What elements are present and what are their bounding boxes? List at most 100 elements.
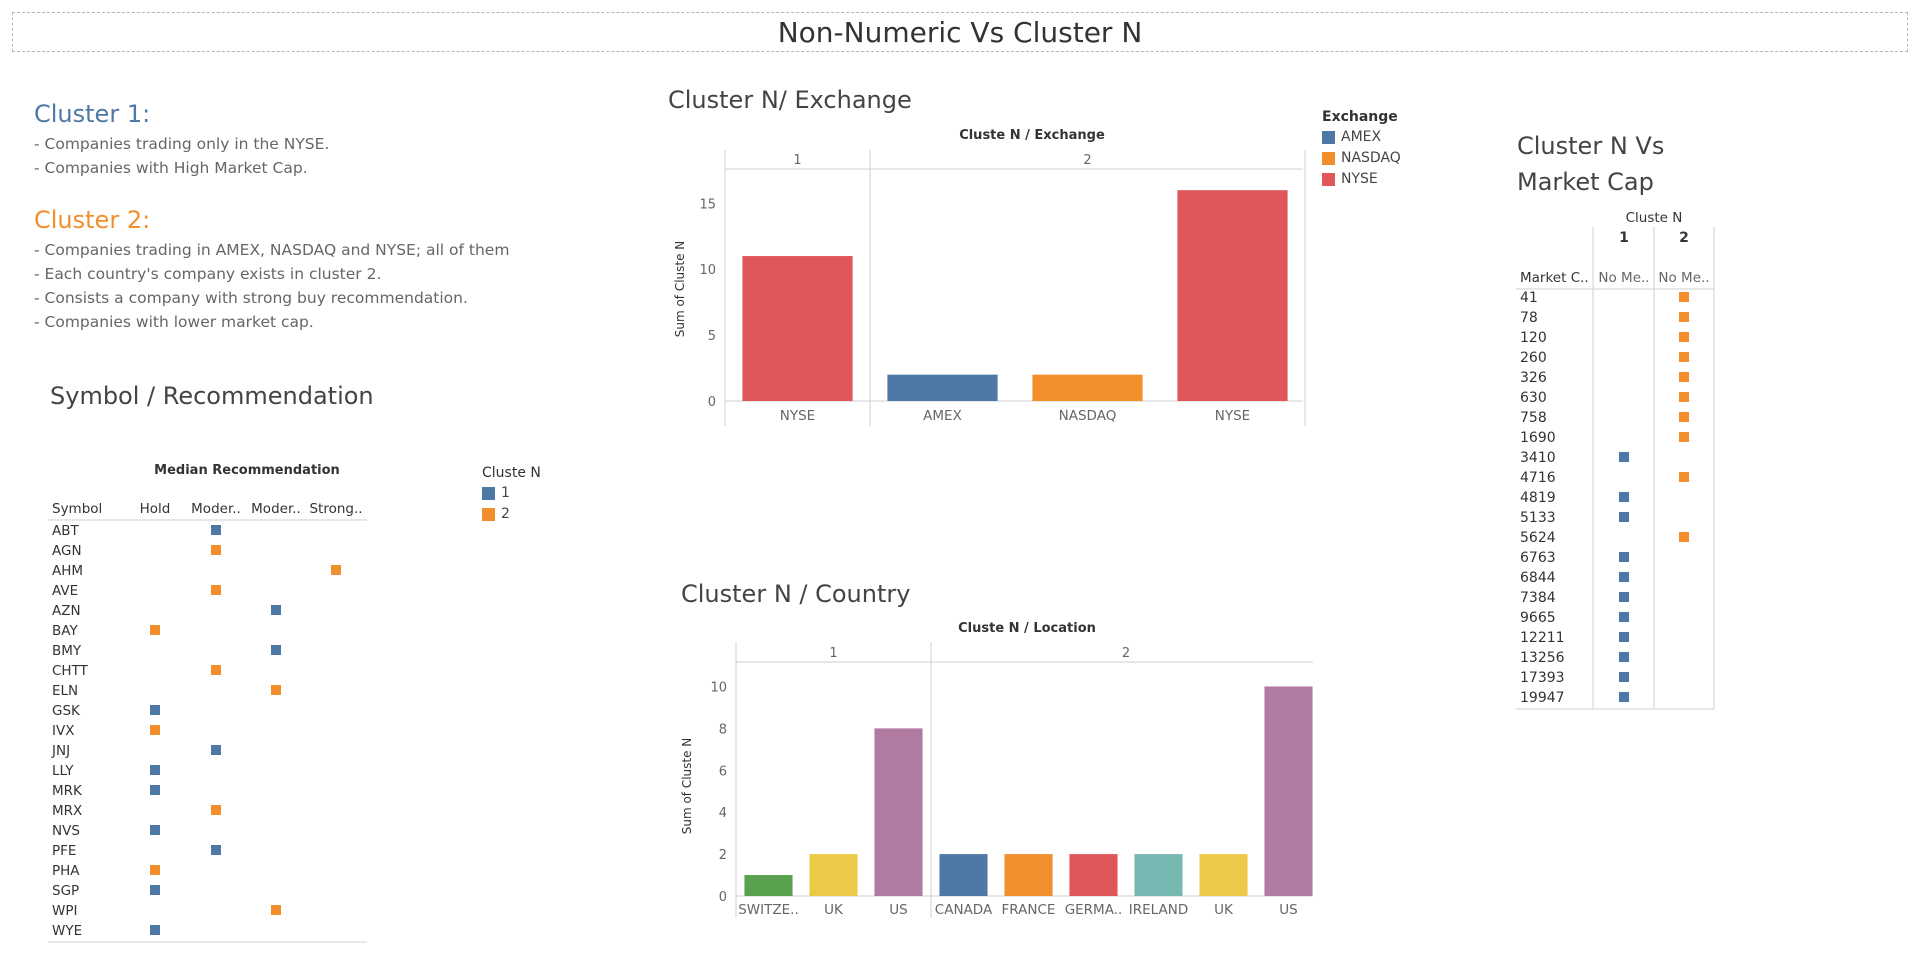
chart-title: Cluste N / Exchange: [959, 128, 1105, 143]
bar-us: [874, 728, 923, 896]
market-cap-label: 4819: [1520, 490, 1556, 506]
market-cap-label: 630: [1520, 390, 1547, 406]
y-axis-label: Sum of Cluste N: [680, 738, 694, 835]
recommendation-table[interactable]: Median Recommendation Symbol Hold Moder.. Mo…: [40, 455, 380, 945]
x-category-label: US: [889, 902, 907, 918]
column-header: Strong..: [309, 501, 362, 517]
cluster-mark: [150, 825, 160, 835]
bar-uk: [1199, 854, 1248, 896]
cluster-mark: [271, 645, 281, 655]
cluster-mark: [1679, 532, 1689, 542]
cluster2-note: - Companies with lower market cap.: [34, 313, 314, 331]
symbol-label: MRX: [52, 803, 82, 819]
x-category-label: NYSE: [780, 408, 815, 424]
market-cap-label: 17393: [1520, 670, 1565, 686]
y-tick-label: 0: [719, 890, 727, 905]
symbol-label: AHM: [52, 563, 83, 579]
market-cap-label: 6763: [1520, 550, 1556, 566]
market-cap-label: 120: [1520, 330, 1547, 346]
y-tick-label: 4: [719, 806, 727, 821]
market-cap-label: 12211: [1520, 630, 1565, 646]
cluster2-note: - Companies trading in AMEX, NASDAQ and …: [34, 241, 510, 259]
country-bar-chart[interactable]: Cluste N / Location Sum of Cluste N 0 2 4 6 8 1…: [670, 618, 1320, 926]
table-title: Median Recommendation: [154, 463, 340, 478]
cluster-mark: [211, 585, 221, 595]
market-cap-label: 326: [1520, 370, 1547, 386]
legend-swatch: [482, 507, 495, 521]
market-cap-label: 13256: [1520, 650, 1565, 666]
x-category-label: US: [1279, 902, 1297, 918]
cluster-mark: [211, 805, 221, 815]
row-header: Symbol: [52, 501, 102, 517]
bar-amex: [887, 374, 998, 401]
legend-item-nasdaq[interactable]: NASDAQ: [1322, 148, 1401, 169]
legend-item-nyse[interactable]: NYSE: [1322, 169, 1401, 190]
symbol-label: CHTT: [52, 663, 89, 679]
cluster-mark: [150, 925, 160, 935]
cluster-mark: [1619, 612, 1629, 622]
cluster-mark: [1679, 412, 1689, 422]
cluster1-note: - Companies with High Market Cap.: [34, 159, 308, 177]
cluster-mark: [211, 525, 221, 535]
cluster-mark: [1619, 692, 1629, 702]
symbol-label: WPI: [52, 903, 77, 919]
cluster-mark: [1679, 332, 1689, 342]
marketcap-title-line: Cluster N Vs: [1517, 132, 1665, 160]
legend-label: NYSE: [1341, 171, 1378, 187]
cluster-notes: Cluster 1: - Companies trading only in t…: [34, 100, 634, 334]
country-sheet-title: Cluster N / Country: [681, 580, 911, 608]
market-cap-label: 3410: [1520, 450, 1556, 466]
cluster-mark: [271, 905, 281, 915]
exchange-legend[interactable]: Exchange AMEX NASDAQ NYSE: [1322, 109, 1401, 190]
cluster-mark: [150, 725, 160, 735]
dashboard-title: Non-Numeric Vs Cluster N: [12, 12, 1908, 52]
legend-item-cluster-2[interactable]: 2: [482, 504, 541, 525]
bar-france: [1004, 854, 1053, 896]
cluster2-note: - Each country's company exists in clust…: [34, 265, 382, 283]
panel-header: 1: [793, 153, 801, 168]
x-category-label: CANADA: [935, 902, 993, 918]
symbol-label: SGP: [52, 883, 79, 899]
cluster-mark: [1679, 472, 1689, 482]
symbol-label: JNJ: [51, 743, 70, 759]
cluster-mark: [150, 865, 160, 875]
symbol-label: AVE: [52, 583, 78, 599]
x-category-label: UK: [1214, 902, 1234, 918]
symbol-label: BAY: [52, 623, 78, 639]
recommendation-sheet-title: Symbol / Recommendation: [50, 382, 374, 410]
legend-item-amex[interactable]: AMEX: [1322, 127, 1401, 148]
cluster1-note: - Companies trading only in the NYSE.: [34, 135, 330, 153]
cluster-mark: [150, 885, 160, 895]
panel-header: 2: [1083, 153, 1091, 168]
marketcap-title-line: Market Cap: [1517, 168, 1654, 196]
legend-swatch: [1322, 130, 1335, 144]
bar-nyse: [1177, 190, 1288, 401]
cluster-mark: [1619, 512, 1629, 522]
x-category-label: IRELAND: [1129, 902, 1188, 918]
cluster-mark: [1679, 312, 1689, 322]
cluster-mark: [1679, 372, 1689, 382]
marketcap-sheet-title: Cluster N Vs Market Cap: [1517, 128, 1664, 200]
cluster-mark: [1619, 552, 1629, 562]
exchange-bar-chart[interactable]: Cluste N / Exchange Sum of Cluste N 0 5 10 15…: [660, 125, 1320, 435]
legend-item-cluster-1[interactable]: 1: [482, 483, 541, 504]
legend-swatch: [482, 486, 495, 500]
column-subheader: No Me..: [1598, 270, 1649, 286]
symbol-label: ELN: [52, 683, 78, 699]
legend-swatch: [1322, 172, 1335, 186]
column-subheader: No Me..: [1658, 270, 1709, 286]
cluster-mark: [1619, 652, 1629, 662]
market-cap-label: 260: [1520, 350, 1547, 366]
legend-label: 2: [501, 506, 510, 522]
symbol-label: NVS: [52, 823, 80, 839]
symbol-label: AGN: [52, 543, 82, 559]
cluster-mark: [150, 705, 160, 715]
market-cap-label: 5133: [1520, 510, 1556, 526]
marketcap-table[interactable]: Cluste N 1 No Me.. 2 No Me.. Market C.. 41 78 12…: [1510, 205, 1730, 715]
cluster-legend[interactable]: Cluste N 1 2: [482, 465, 541, 525]
market-cap-label: 9665: [1520, 610, 1556, 626]
y-axis-label: Sum of Cluste N: [673, 241, 687, 338]
cluster-mark: [211, 665, 221, 675]
cluster-mark: [211, 845, 221, 855]
cluster2-note: - Consists a company with strong buy rec…: [34, 289, 468, 307]
